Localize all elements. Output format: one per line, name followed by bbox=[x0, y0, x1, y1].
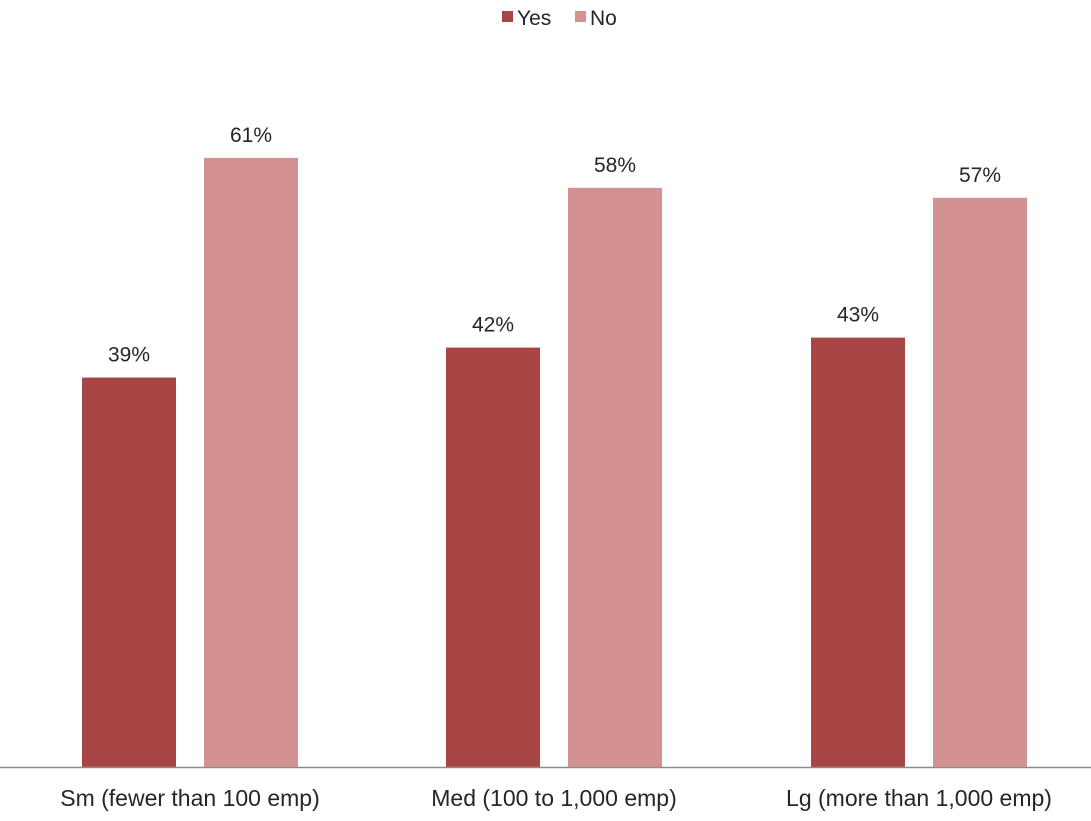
bar-no-1 bbox=[568, 187, 662, 768]
category-labels: Sm (fewer than 100 emp) Med (100 to 1,000… bbox=[60, 785, 1052, 811]
bar-yes-2 bbox=[811, 337, 905, 767]
legend: Yes No bbox=[502, 7, 617, 30]
legend-swatch-yes bbox=[502, 11, 513, 22]
data-labels: 39% 61% 42% 58% 43% 57% bbox=[108, 124, 1001, 367]
bar-no-2 bbox=[933, 197, 1027, 768]
category-label-2: Lg (more than 1,000 emp) bbox=[786, 785, 1052, 811]
bar-yes-0 bbox=[82, 377, 176, 767]
bar-yes-1 bbox=[446, 347, 540, 767]
category-label-1: Med (100 to 1,000 emp) bbox=[431, 785, 676, 811]
legend-label-no: No bbox=[590, 7, 617, 30]
data-label-yes-0: 39% bbox=[108, 344, 150, 367]
data-label-no-2: 57% bbox=[959, 164, 1001, 187]
data-label-yes-2: 43% bbox=[837, 304, 879, 327]
bar-no-0 bbox=[204, 157, 298, 767]
legend-label-yes: Yes bbox=[517, 7, 551, 30]
data-label-no-1: 58% bbox=[594, 154, 636, 177]
data-label-yes-1: 42% bbox=[472, 314, 514, 337]
data-label-no-0: 61% bbox=[230, 124, 272, 147]
legend-swatch-no bbox=[575, 11, 586, 22]
category-label-0: Sm (fewer than 100 emp) bbox=[60, 785, 320, 811]
bars bbox=[82, 157, 1027, 768]
